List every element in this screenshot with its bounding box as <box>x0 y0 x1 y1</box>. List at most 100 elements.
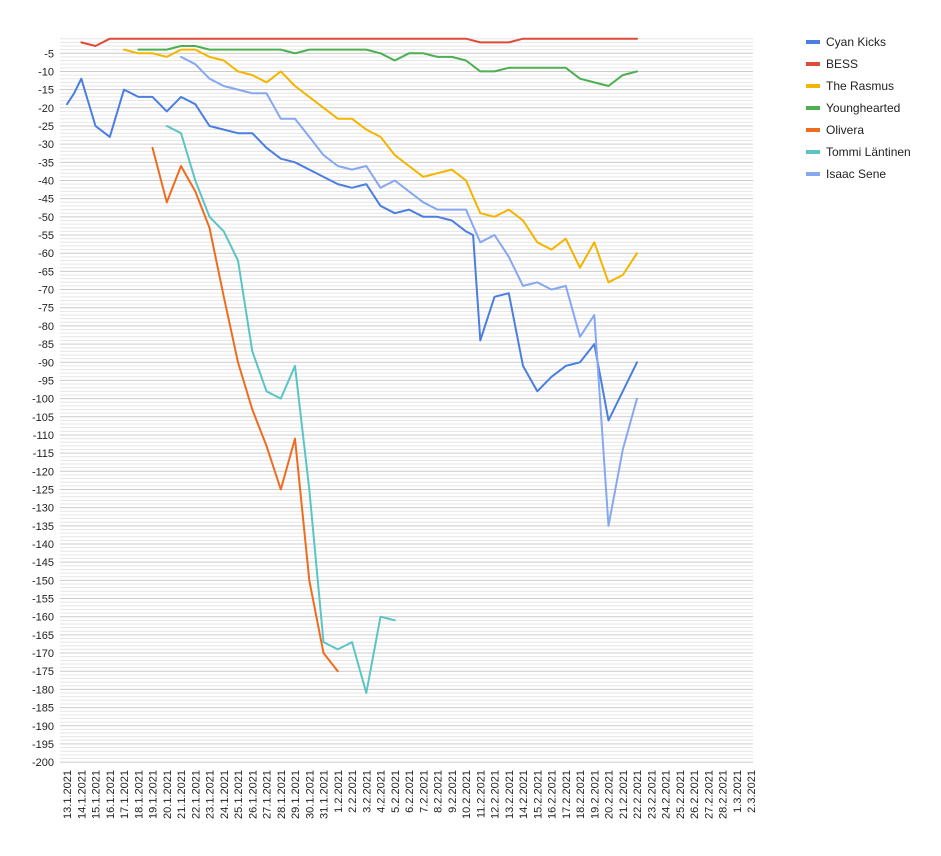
x-tick-label: 27.1.2021 <box>262 770 274 819</box>
legend-item: Isaac Sene <box>806 167 886 181</box>
legend-item: BESS <box>806 57 858 71</box>
series-line-1 <box>80 37 638 47</box>
legend-label: Cyan Kicks <box>826 35 886 49</box>
x-tick-label: 28.2.2021 <box>718 770 730 819</box>
x-tick-label: 5.2.2021 <box>390 770 402 813</box>
y-tick-label: -30 <box>38 139 54 151</box>
series-line-6 <box>180 55 638 527</box>
x-tick-label: 23.1.2021 <box>205 770 217 819</box>
x-tick-label: 4.2.2021 <box>376 770 388 813</box>
x-tick-label: 17.1.2021 <box>119 770 131 819</box>
legend-swatch <box>806 84 820 88</box>
y-tick-label: -95 <box>38 375 54 387</box>
x-tick-label: 17.2.2021 <box>561 770 573 819</box>
y-tick-label: -160 <box>32 612 54 624</box>
x-axis: 13.1.2021 14.1.2021 15.1.2021 16.1.2021 17.1… <box>62 770 758 819</box>
x-tick-label: 24.2.2021 <box>661 770 673 819</box>
x-tick-label: 29.1.2021 <box>290 770 302 819</box>
x-tick-label: 26.1.2021 <box>247 770 259 819</box>
x-tick-label: 11.2.2021 <box>475 770 487 818</box>
legend-item: Younghearted <box>806 101 900 115</box>
legend-label: BESS <box>826 57 858 71</box>
y-tick-label: -65 <box>38 266 54 278</box>
x-tick-label: 24.1.2021 <box>219 770 231 819</box>
legend-label: The Rasmus <box>826 79 894 93</box>
x-tick-label: 25.1.2021 <box>233 770 245 819</box>
y-tick-label: -135 <box>32 521 54 533</box>
x-tick-label: 22.2.2021 <box>632 770 644 819</box>
series-line-5 <box>165 125 396 694</box>
y-tick-label: -55 <box>38 230 54 242</box>
x-tick-label: 19.2.2021 <box>589 770 601 819</box>
series-line-3 <box>137 45 638 87</box>
y-tick-label: -20 <box>38 103 54 115</box>
x-tick-label: 19.1.2021 <box>148 770 160 819</box>
series-line-4 <box>151 146 339 673</box>
y-tick-label: -125 <box>32 484 54 496</box>
y-tick-label: -185 <box>32 703 54 715</box>
y-tick-label: -50 <box>38 212 54 224</box>
legend-swatch <box>806 62 820 66</box>
legend-swatch <box>806 128 820 132</box>
series-lines <box>66 37 638 694</box>
x-tick-label: 6.2.2021 <box>404 770 416 813</box>
y-tick-label: -90 <box>38 357 54 369</box>
legend-label: Younghearted <box>826 101 900 115</box>
legend-item: Tommi Läntinen <box>806 145 911 159</box>
y-tick-label: -200 <box>32 757 54 769</box>
y-axis: -5 -10 -15 -20 -25 -30 -35 -40 -45 -50 -55 -60 -65 -7… <box>32 48 54 769</box>
x-tick-label: 16.2.2021 <box>547 770 559 819</box>
x-tick-label: 27.2.2021 <box>703 770 715 819</box>
x-tick-label: 15.2.2021 <box>532 770 544 819</box>
y-tick-label: -40 <box>38 176 54 188</box>
x-tick-label: 22.1.2021 <box>190 770 202 819</box>
x-tick-label: 20.1.2021 <box>162 770 174 819</box>
x-tick-label: 2.3.2021 <box>746 770 758 813</box>
x-tick-label: 12.2.2021 <box>490 770 502 819</box>
x-tick-label: 21.1.2021 <box>176 770 188 819</box>
x-tick-label: 18.1.2021 <box>133 770 145 819</box>
x-tick-label: 13.1.2021 <box>62 770 74 819</box>
y-tick-label: -75 <box>38 303 54 315</box>
x-tick-label: 3.2.2021 <box>361 770 373 813</box>
y-tick-label: -105 <box>32 412 54 424</box>
y-tick-label: -155 <box>32 594 54 606</box>
y-tick-label: -130 <box>32 503 54 515</box>
y-tick-label: -175 <box>32 666 54 678</box>
y-tick-label: -70 <box>38 285 54 297</box>
x-tick-label: 13.2.2021 <box>504 770 516 819</box>
legend: Cyan Kicks BESS The Rasmus Younghearted Oliv… <box>806 35 911 181</box>
y-tick-label: -100 <box>32 394 54 406</box>
y-tick-label: -10 <box>38 66 54 78</box>
x-tick-label: 26.2.2021 <box>689 770 701 819</box>
y-tick-label: -110 <box>33 430 54 442</box>
legend-item: The Rasmus <box>806 79 894 93</box>
x-tick-label: 21.2.2021 <box>618 770 630 819</box>
y-tick-label: -195 <box>32 739 54 751</box>
y-tick-label: -170 <box>32 648 54 660</box>
x-tick-label: 7.2.2021 <box>418 770 430 813</box>
legend-swatch <box>806 150 820 154</box>
legend-label: Olivera <box>826 123 864 137</box>
gridlines <box>60 38 753 763</box>
y-tick-label: -5 <box>44 48 54 60</box>
x-tick-label: 16.1.2021 <box>105 770 117 819</box>
x-tick-label: 25.2.2021 <box>675 770 687 819</box>
x-tick-label: 18.2.2021 <box>575 770 587 819</box>
legend-item: Olivera <box>806 123 864 137</box>
x-tick-label: 8.2.2021 <box>433 770 445 813</box>
y-tick-label: -180 <box>32 684 54 696</box>
y-tick-label: -35 <box>38 157 54 169</box>
x-tick-label: 30.1.2021 <box>304 770 316 819</box>
x-tick-label: 1.2.2021 <box>333 770 345 813</box>
x-tick-label: 14.2.2021 <box>518 770 530 819</box>
y-tick-label: -25 <box>38 121 54 133</box>
x-tick-label: 31.1.2021 <box>319 770 331 819</box>
x-tick-label: 23.2.2021 <box>646 770 658 819</box>
x-tick-label: 10.2.2021 <box>461 770 473 819</box>
y-tick-label: -145 <box>32 557 54 569</box>
y-tick-label: -150 <box>32 575 54 587</box>
legend-swatch <box>806 172 820 176</box>
x-tick-label: 15.1.2021 <box>91 770 103 819</box>
y-tick-label: -115 <box>33 448 54 460</box>
